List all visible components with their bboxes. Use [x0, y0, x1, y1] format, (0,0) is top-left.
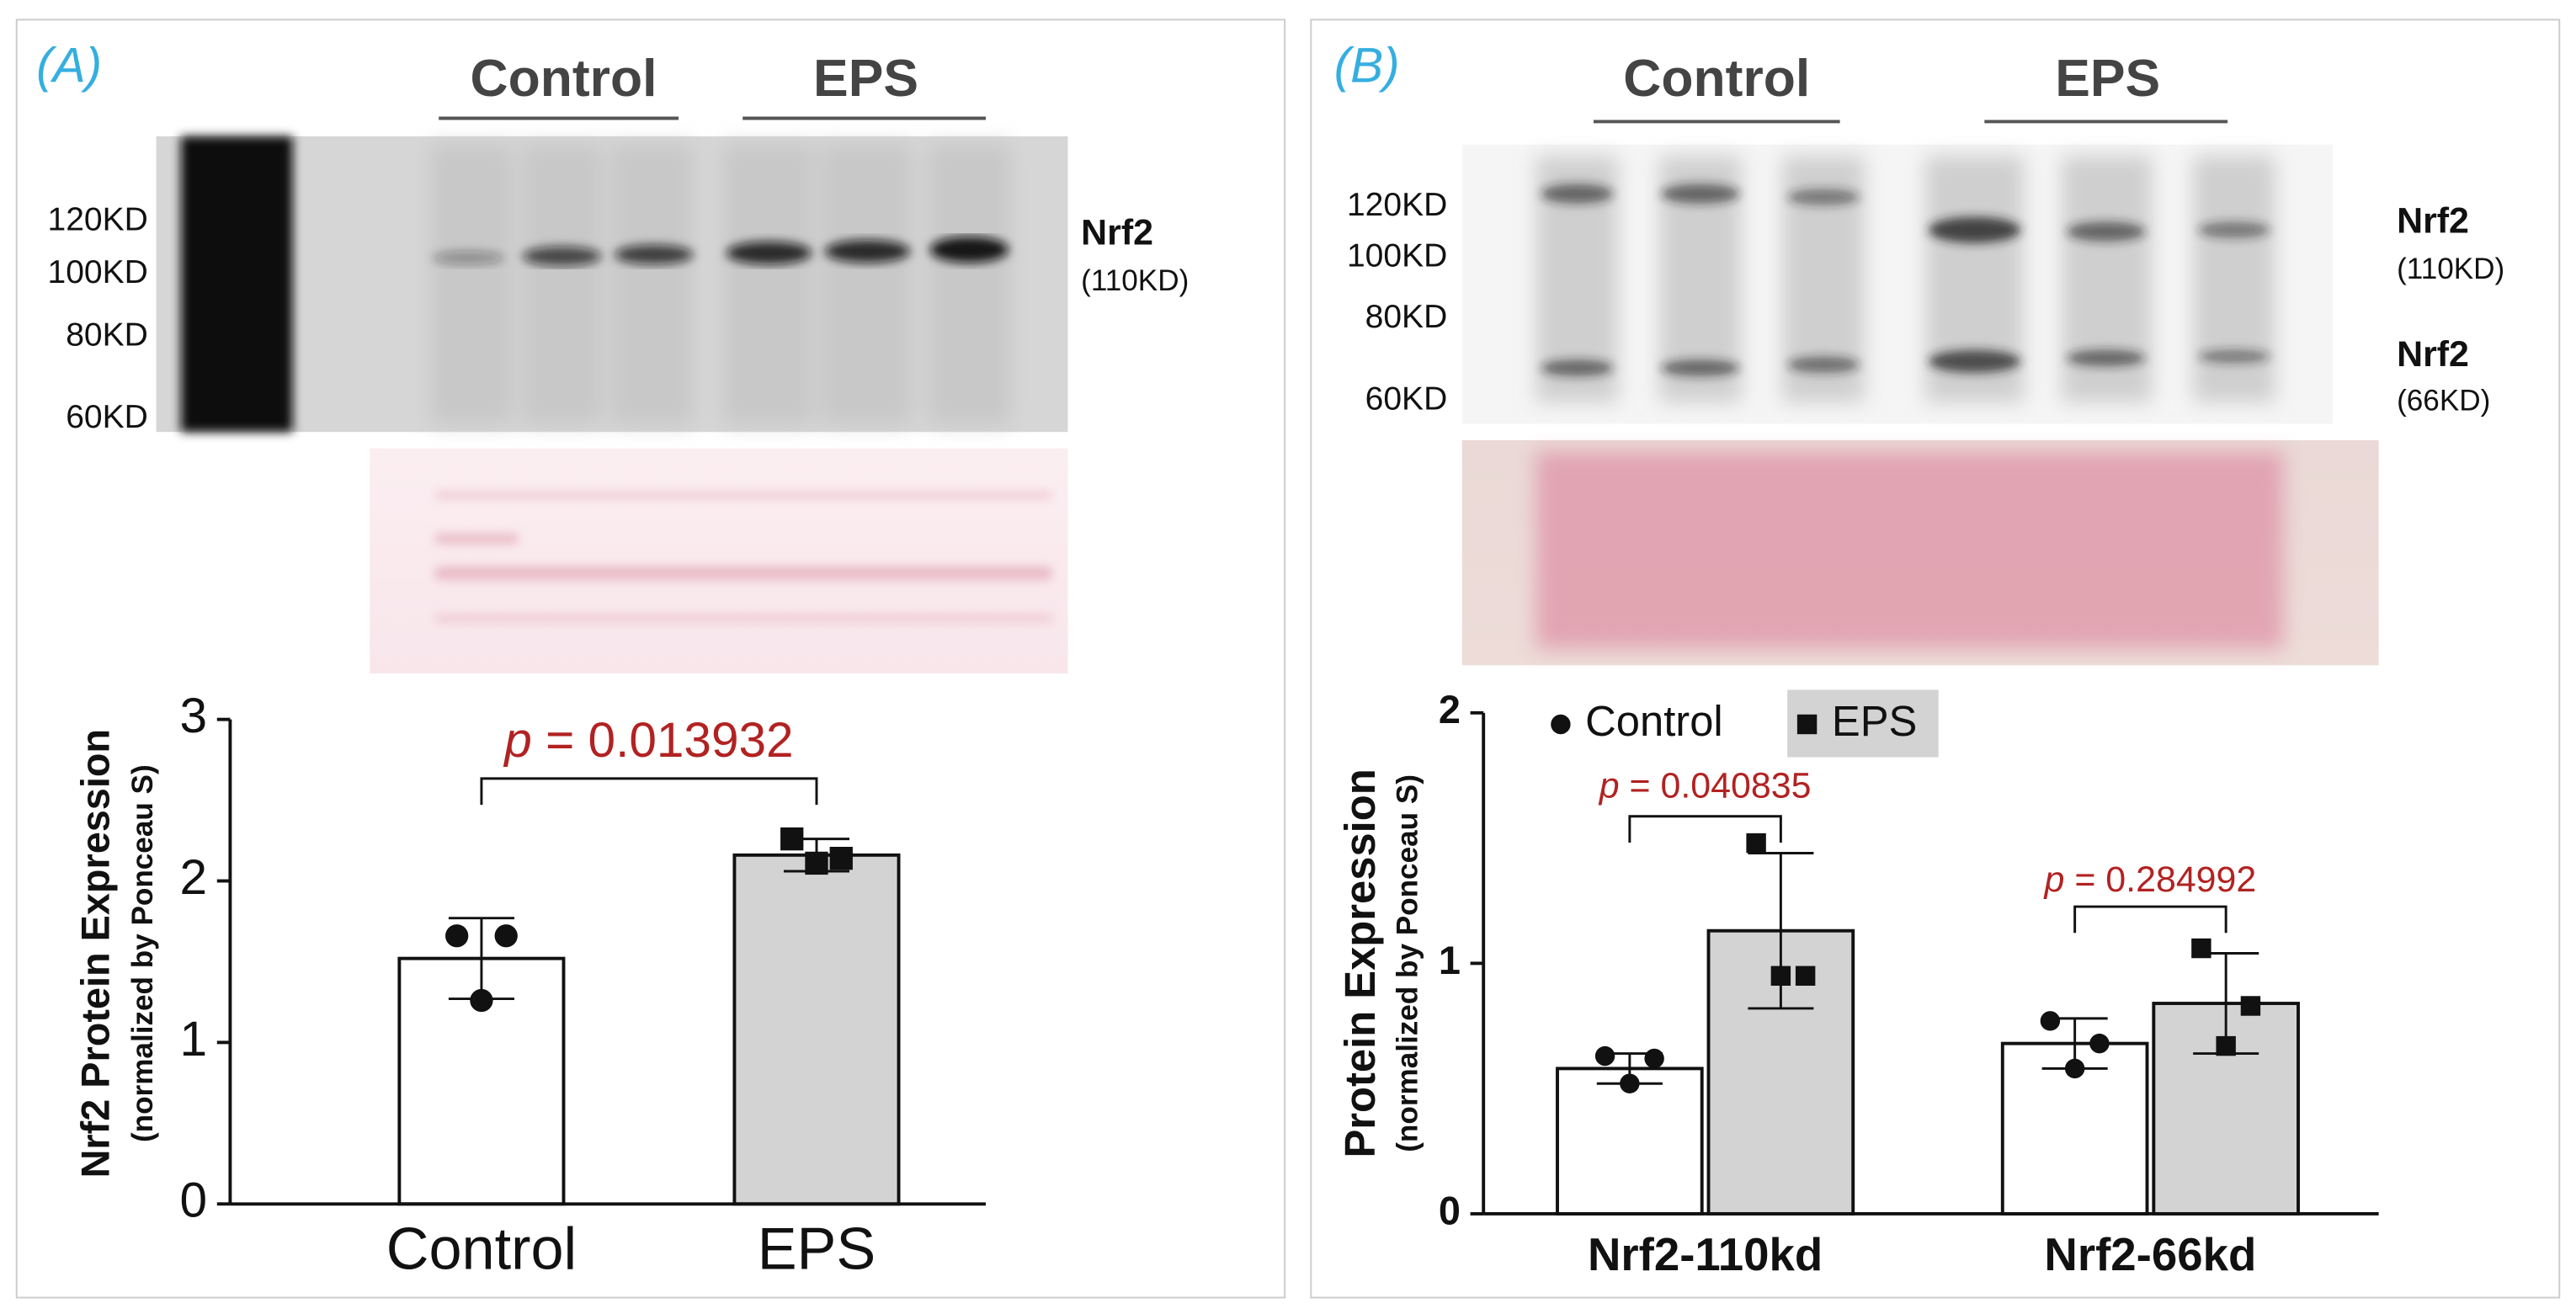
data-point [445, 924, 469, 948]
group-label: EPS [813, 49, 918, 108]
data-point [1620, 1073, 1640, 1093]
legend-marker [1796, 714, 1818, 735]
bar [732, 853, 901, 1206]
data-point [1795, 966, 1816, 986]
legend-label: Control [1585, 697, 1723, 745]
panel-label: (A) [36, 38, 102, 93]
band-label: Nrf2 [2397, 201, 2469, 242]
p-text: = 0.284992 [2074, 859, 2256, 900]
y-tick-label: 1 [180, 1012, 208, 1067]
y-axis-sublabel: (normalized by Ponceau S) [126, 764, 159, 1142]
band-size: (110KD) [2397, 253, 2504, 285]
y-tick-label: 2 [180, 850, 208, 905]
group-label: Control [471, 49, 657, 108]
data-point [494, 924, 518, 948]
data-point [805, 851, 828, 875]
data-point [2064, 1058, 2085, 1079]
ponceau-image [370, 448, 1068, 674]
band-size: (110KD) [1081, 264, 1189, 297]
y-tick-label: 2 [1439, 688, 1461, 731]
panel-border [1310, 19, 2561, 1299]
marker-label: 80KD [1365, 299, 1448, 335]
y-axis-label: Protein Expression [1336, 769, 1384, 1157]
p-value: p = 0.040835 [1598, 766, 1812, 806]
p-symbol: p [503, 713, 532, 768]
data-point [2040, 1011, 2061, 1031]
marker-label: 80KD [66, 317, 148, 353]
significance-bracket [480, 777, 818, 806]
group-label: EPS [2055, 49, 2160, 108]
p-symbol: p [1598, 766, 1620, 806]
y-tick-label: 0 [180, 1173, 208, 1228]
p-text: = 0.013932 [546, 713, 794, 768]
x-tick-label: EPS [758, 1215, 876, 1281]
y-tick-label: 1 [1439, 939, 1461, 982]
x-tick-label: Control [386, 1215, 577, 1281]
marker-label: 100KD [48, 254, 148, 290]
significance-bracket [1628, 815, 1782, 843]
marker-label: 120KD [48, 202, 148, 238]
data-point [2089, 1033, 2110, 1054]
band-size: (66KD) [2397, 384, 2490, 417]
band-label: Nrf2 [1081, 212, 1153, 253]
x-tick-label: Nrf2-110kd [1588, 1229, 1823, 1280]
marker-label: 100KD [1347, 238, 1447, 274]
data-point [1770, 966, 1791, 986]
data-point [2240, 996, 2261, 1016]
y-axis-label: Nrf2 Protein Expression [74, 729, 118, 1178]
marker-label: 60KD [66, 399, 148, 435]
data-point [780, 827, 804, 851]
data-point [1746, 833, 1766, 854]
p-text: = 0.040835 [1630, 766, 1812, 806]
legend-label: EPS [1832, 697, 1918, 745]
marker-label: 60KD [1365, 380, 1448, 417]
data-point [2216, 1035, 2236, 1056]
p-value: p = 0.284992 [2043, 859, 2257, 900]
data-point [829, 846, 853, 870]
legend-marker [1551, 714, 1571, 735]
panel-label: (B) [1334, 38, 1400, 93]
y-tick-label: 3 [180, 689, 208, 743]
p-value: p = 0.013932 [503, 713, 793, 768]
blot-b: Control EPS 120KD 100KD 80KD 60KD Nrf2 (… [1347, 49, 2504, 666]
data-point [2191, 938, 2211, 959]
blot-a: Control EPS 120KD 100KD 80KD 60KD Nrf2 (… [48, 49, 1189, 674]
y-axis-sublabel: (normalized by Ponceau S) [1392, 774, 1424, 1152]
x-tick-label: Nrf2-66kd [2044, 1229, 2256, 1280]
p-symbol: p [2043, 859, 2065, 900]
y-tick-label: 0 [1439, 1189, 1461, 1232]
significance-bracket [2073, 905, 2227, 934]
data-point [1644, 1048, 1664, 1069]
panel-border [15, 19, 1286, 1299]
group-label: Control [1623, 49, 1810, 108]
marker-label: 120KD [1347, 187, 1447, 223]
data-point [1594, 1045, 1615, 1067]
band-label: Nrf2 [2397, 334, 2469, 375]
data-point [470, 988, 493, 1013]
ladder [180, 136, 293, 433]
